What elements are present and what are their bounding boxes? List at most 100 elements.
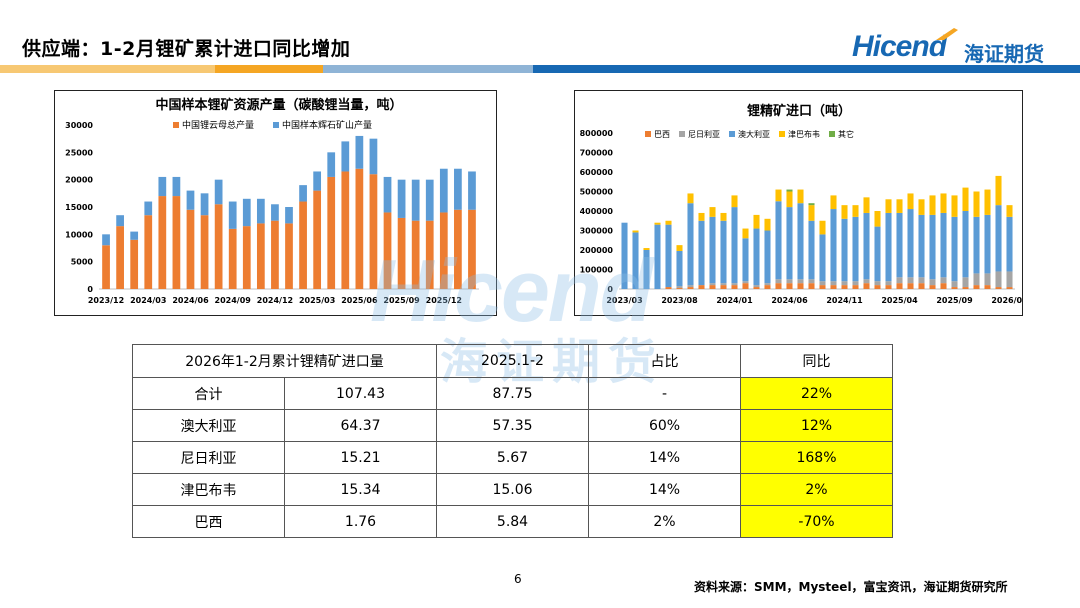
x-tick-label: 2024/11 [826, 296, 863, 305]
bar-segment [144, 215, 153, 289]
bar-segment [621, 222, 628, 289]
bar-segment [720, 285, 727, 289]
legend-swatch [273, 122, 279, 128]
table-cell-yoy: 12% [740, 409, 893, 442]
bar-segment [731, 283, 738, 286]
bar-segment [256, 223, 265, 289]
bar-segment [1006, 287, 1013, 289]
bar-segment [753, 228, 760, 286]
bar-segment [753, 287, 760, 289]
bar-segment [852, 216, 859, 282]
logo-text: Hicend [852, 30, 947, 63]
bar-segment [786, 279, 793, 284]
bar-segment [709, 283, 716, 286]
table-cell-yoy: 22% [740, 377, 893, 410]
bar-segment [830, 281, 837, 286]
table-cell: 尼日利亚 [132, 441, 285, 474]
table-cell: 14% [588, 441, 741, 474]
bar-segment [885, 199, 892, 213]
legend-swatch [779, 131, 785, 137]
bar-segment [341, 171, 350, 289]
bar-segment [731, 207, 738, 284]
bar-segment [962, 211, 969, 278]
bar-segment [940, 212, 947, 278]
y-tick-label: 200000 [580, 246, 614, 255]
bar-segment [709, 285, 716, 289]
bar-segment [907, 193, 914, 210]
bar-segment [632, 230, 639, 233]
bar-segment [102, 234, 110, 246]
bar-segment [676, 250, 683, 287]
bar-segment [698, 285, 705, 289]
bar-segment [808, 205, 815, 221]
table-row: 津巴布韦 15.34 15.06 14% 2% [132, 473, 893, 506]
bar-segment [676, 245, 683, 251]
bar-segment [786, 283, 793, 289]
bar-segment [411, 179, 420, 221]
legend-swatch [729, 131, 735, 137]
bar-segment [172, 196, 181, 289]
bar-segment [271, 220, 279, 289]
bar-segment [973, 285, 980, 289]
legend-label: 中国样本辉石矿山产量 [282, 119, 372, 131]
bar-segment [742, 281, 749, 284]
bar-segment [643, 248, 650, 250]
lithium-mine-production-svg: 中国样本锂矿资源产量（碳酸锂当量，吨） 中国锂云母总产量 中国样本辉石矿山产量 0 50… [65, 97, 479, 305]
bar-segment [951, 195, 958, 217]
bar-segment [214, 204, 223, 289]
bar-segment [819, 234, 826, 282]
bar-segment [158, 176, 167, 197]
bar-segment [852, 285, 859, 289]
bar-segment [439, 168, 448, 213]
legend-label: 巴西 [654, 130, 670, 139]
table-cell: 1.76 [284, 505, 437, 538]
x-tick-label: 2024/03 [130, 296, 166, 305]
bar-segment [896, 283, 903, 289]
bar-segment [929, 285, 936, 289]
bar-segment [468, 209, 476, 289]
table-cell: 107.43 [284, 377, 437, 410]
bar-segment [742, 228, 749, 239]
bar-segment [102, 245, 110, 289]
bar-segment [797, 279, 804, 284]
chart-title: 中国样本锂矿资源产量（碳酸锂当量，吨） [155, 97, 402, 113]
x-tick-label: 2026/02 [991, 296, 1022, 305]
bar-segment [643, 250, 650, 289]
bar-segment [907, 209, 914, 278]
bar-segment [397, 179, 406, 218]
x-tick-label: 2025/06 [341, 296, 378, 305]
table-row: 合计 107.43 87.75 - 22% [132, 377, 893, 410]
table-cell: 15.06 [436, 473, 589, 506]
bar-segment [918, 199, 925, 215]
bar-segment [786, 191, 793, 208]
bar-segment [687, 287, 694, 289]
logo-swoosh-icon [936, 28, 958, 40]
bar-segment [885, 281, 892, 286]
bar-segment [973, 273, 980, 286]
lithium-concentrate-import-chart: 锂精矿进口（吨） 巴西 尼日利亚 澳大利亚 津巴布韦 其它 0 100000 200000 300… [574, 90, 1028, 316]
legend-label: 尼日利亚 [688, 129, 720, 139]
lithium-mine-production-chart: 中国样本锂矿资源产量（碳酸锂当量，吨） 中国锂云母总产量 中国样本辉石矿山产量 0 50… [54, 90, 497, 316]
bar-segment [863, 279, 870, 284]
bar-segment [299, 201, 307, 289]
table-cell: 澳大利亚 [132, 409, 285, 442]
bar-segment [425, 220, 434, 289]
bar-segment [271, 204, 279, 221]
bar-segment [665, 287, 672, 289]
y-tick-label: 30000 [65, 121, 93, 130]
bar-segment [285, 207, 293, 224]
bar-segment [962, 187, 969, 211]
bar-segment [995, 175, 1002, 206]
import-summary-table: 2026年1-2月累计锂精矿进口量 2025.1-2 占比 同比 合计 107.… [132, 344, 893, 538]
bar-segment [753, 214, 760, 229]
bar-segment [299, 185, 307, 202]
table-cell-yoy: -70% [740, 505, 893, 538]
bar-segment [940, 283, 947, 289]
x-tick-label: 2023/03 [606, 296, 642, 305]
bar-segment [1006, 271, 1013, 288]
bar-segment [940, 277, 947, 284]
table-header-row: 2026年1-2月累计锂精矿进口量 2025.1-2 占比 同比 [132, 344, 893, 378]
y-tick-label: 300000 [580, 227, 614, 236]
table-cell: 津巴布韦 [132, 473, 285, 506]
bar-segment [654, 224, 661, 289]
